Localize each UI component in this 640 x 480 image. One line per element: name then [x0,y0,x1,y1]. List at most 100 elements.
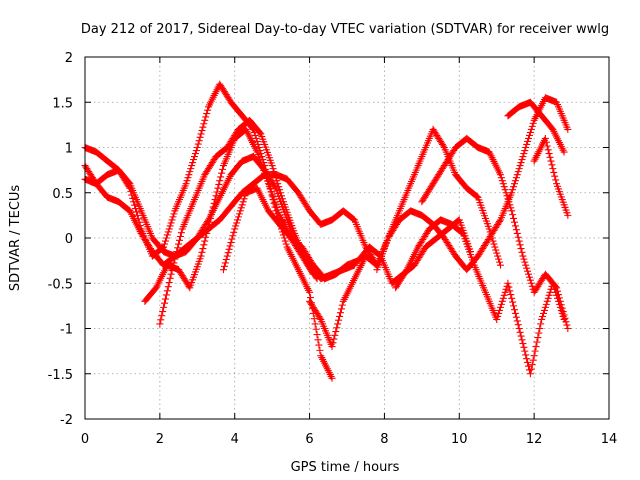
data-point [500,183,508,191]
y-tick-label: 0.5 [52,187,73,202]
data-point [511,177,519,185]
data-point [511,222,519,230]
series-sat-j [418,134,572,332]
data-point [493,249,501,257]
data-point [504,195,512,203]
data-point [209,203,217,211]
data-point [513,171,521,179]
data-point [182,180,190,188]
data-point [312,325,320,333]
data-point [168,266,176,274]
data-point [161,295,169,303]
data-point [278,195,286,203]
data-point [170,210,178,218]
data-point [525,131,533,139]
x-tick-label: 12 [526,432,543,447]
data-point [558,304,566,312]
y-tick-label: -2 [60,413,73,428]
data-point [525,270,533,278]
data-point [189,159,197,167]
data-point [510,218,518,226]
data-point [495,255,503,263]
data-point [521,258,529,266]
data-point [509,186,517,194]
data-point [174,244,182,252]
data-point [163,287,171,295]
data-point [221,259,229,267]
data-point [277,189,285,197]
data-point [542,138,550,146]
data-point [564,325,572,332]
data-point [191,150,199,158]
data-point [278,192,285,200]
y-tick-label: -0.5 [48,277,73,292]
data-point [220,262,228,270]
data-point [161,299,169,307]
data-point [517,332,525,340]
data-point [524,137,532,145]
data-point [312,273,320,281]
data-point [521,347,529,355]
data-point [256,129,264,137]
data-point [230,228,238,236]
data-point [272,174,280,182]
data-point [165,278,173,286]
data-point [520,255,528,263]
data-point [334,320,342,328]
data-point [534,334,542,342]
data-point [268,162,276,170]
data-point [498,177,506,185]
data-point [200,241,208,249]
data-point [518,248,526,256]
data-point [540,309,547,317]
x-tick-label: 2 [156,432,164,447]
data-point [195,137,203,145]
data-point [541,134,549,142]
data-point [336,309,344,317]
data-point [332,328,340,336]
data-point [505,198,513,206]
data-point [543,142,551,150]
data-point [510,180,518,188]
data-points [81,80,572,382]
series-sat-e [156,116,321,328]
data-point [234,216,242,224]
data-point [496,303,504,311]
data-point [229,232,237,240]
data-point [282,240,290,248]
data-point [552,283,560,291]
data-point [560,148,568,156]
data-point [506,201,514,209]
data-point [529,356,537,364]
y-axis-label: SDTVAR / TECUs [8,185,23,292]
data-point [538,315,546,323]
data-point [519,340,527,348]
data-point [169,213,177,221]
data-point [228,235,236,243]
data-point [233,219,241,227]
data-point [555,294,563,302]
data-point [517,159,525,167]
data-point [523,355,531,363]
series-sat-h [373,94,572,274]
data-point [236,207,244,215]
data-point [271,171,279,179]
data-point [274,180,282,188]
data-point [496,258,504,266]
data-point [522,261,530,269]
data-point [219,266,227,274]
data-point [176,236,184,244]
data-point [201,116,209,124]
data-point [235,210,243,218]
plot-frame [84,56,610,420]
data-point [172,251,180,259]
data-point [184,174,192,182]
data-point [503,192,511,200]
data-point [159,308,167,316]
data-point [513,317,521,325]
data-point [231,225,239,233]
data-point [223,252,231,260]
data-point [522,351,530,359]
data-point [495,309,503,317]
